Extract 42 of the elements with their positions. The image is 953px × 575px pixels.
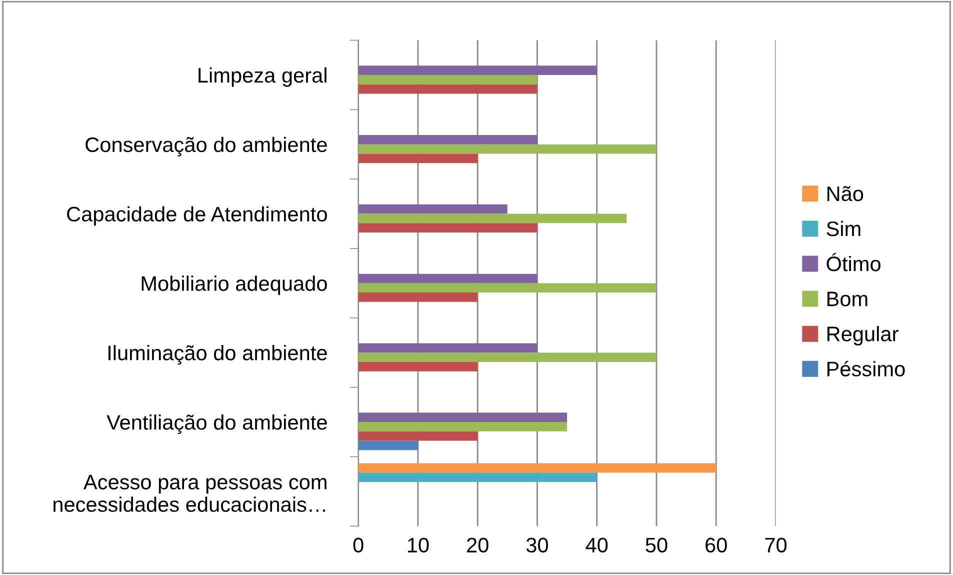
x-tick-label: 30 [526, 538, 548, 553]
bar [358, 74, 538, 84]
legend-label: Sim [826, 220, 860, 236]
bar [358, 144, 656, 154]
bar [358, 412, 568, 422]
bar [358, 352, 656, 362]
x-tick-label: 10 [408, 538, 429, 553]
bar [358, 431, 478, 441]
bar [358, 362, 478, 372]
bar [358, 154, 478, 164]
bar [358, 66, 597, 75]
x-tick-label: 60 [706, 538, 727, 553]
legend-label: Não [827, 186, 864, 202]
bar [358, 343, 538, 353]
bar [358, 440, 418, 450]
y-tick-label: Limpeza geral [198, 67, 326, 87]
bar [358, 283, 656, 293]
x-tick-label: 20 [467, 538, 488, 553]
legend-label: Ótimo [826, 252, 880, 272]
bar [358, 84, 538, 94]
y-tick-label: Conservação do ambiente [86, 136, 327, 156]
x-tick-label: 70 [765, 538, 787, 553]
x-tick-label: 40 [586, 538, 608, 553]
bar [358, 134, 538, 144]
bar [358, 422, 568, 432]
y-tick-label: Ventiliação do ambiente [106, 414, 327, 434]
x-tick-label: 50 [646, 538, 668, 553]
y-tick-label: Acesso para pessoas com necessidades educacionais… [54, 474, 326, 512]
bar [358, 292, 478, 302]
y-tick-label: Capacidade de Atendimento [67, 206, 327, 226]
x-tick-label: 0 [353, 538, 364, 553]
bar [358, 472, 597, 482]
legend-label: Regular [827, 326, 898, 346]
bar [358, 223, 538, 233]
bar [358, 274, 538, 284]
bar [358, 463, 716, 473]
bar [358, 204, 508, 214]
legend-label: Bom [827, 292, 868, 306]
y-tick-label: Iluminação do ambiente [108, 345, 327, 365]
y-tick-label: Mobiliario adequado [142, 276, 327, 296]
legend-label: Péssimo [827, 360, 905, 376]
bar [358, 214, 627, 224]
